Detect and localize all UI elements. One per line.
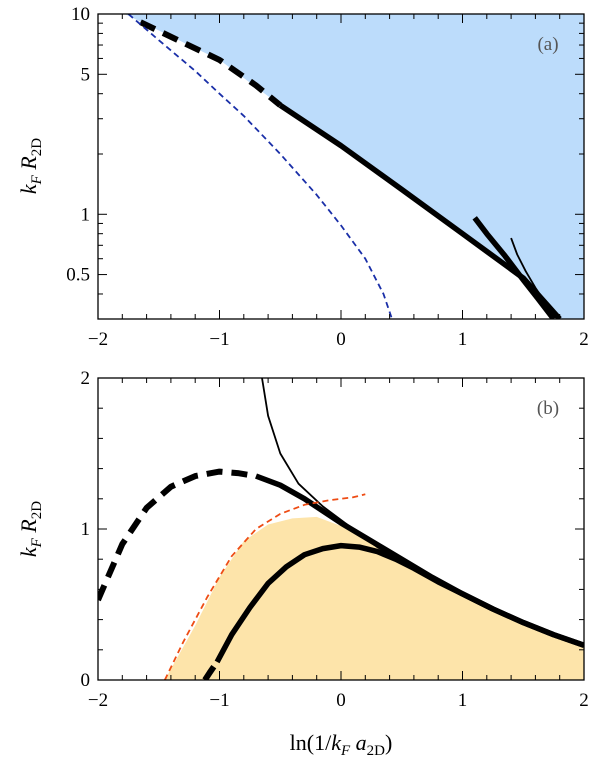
panel-b-shaded-region xyxy=(164,516,584,680)
panel-a-series-thick-dashed-0 xyxy=(139,19,283,108)
panel-a-series-blue-dashed-4 xyxy=(127,14,393,319)
panel-a-ticks: −2 −1 0 1 2 0.5 1 5 10 xyxy=(66,4,589,350)
panel-b-x-tick-label: 1 xyxy=(458,690,468,711)
panel-a-y-axis-label: kF R2D xyxy=(16,138,45,194)
panel-a-x-tick-label: −2 xyxy=(88,329,108,350)
panel-a-x-tick-label: 1 xyxy=(458,329,468,350)
panel-b-x-tick-label: 2 xyxy=(579,690,589,711)
panel-b-y-tick-label: 1 xyxy=(81,519,91,540)
panel-a-label: (a) xyxy=(537,34,558,55)
panel-b-series-layer xyxy=(98,378,584,680)
panel-b-y-tick-label: 2 xyxy=(81,368,91,389)
panel-a-y-tick-label: 10 xyxy=(71,4,90,25)
panel-b-y-tick-label: 0 xyxy=(81,670,91,691)
panel-b-series-thick-dashed-0 xyxy=(98,468,257,602)
panel-a-x-tick-label: −1 xyxy=(209,329,229,350)
panel-b-series-orange-dashed-3 xyxy=(163,493,366,680)
panel-b-x-tick-label: −1 xyxy=(209,690,229,711)
panel-a-x-tick-label: 2 xyxy=(579,329,589,350)
x-axis-label: ln(1/kF a2D) xyxy=(290,730,393,759)
panel-a-series-thin-solid-3 xyxy=(510,237,561,319)
panel-b: −2 −1 0 1 2 0 1 2 (b) kF R2D ln(1/kF a2D) xyxy=(16,368,589,759)
panel-a-series-thick-solid-2 xyxy=(472,216,556,319)
panel-a-series-layer xyxy=(127,14,562,319)
panel-b-frame xyxy=(97,377,585,681)
panel-a-region-layer xyxy=(124,14,584,319)
panel-a: −2 −1 0 1 2 0.5 1 5 10 (a) kF R2D xyxy=(16,4,589,350)
panel-a-frame xyxy=(97,13,585,320)
panel-a-shaded-region xyxy=(124,14,584,319)
panel-b-y-axis-label: kF R2D xyxy=(16,501,45,557)
panel-a-x-tick-label: 0 xyxy=(336,329,346,350)
panel-a-y-tick-label: 5 xyxy=(81,64,91,85)
panel-b-series-thick-solid-5 xyxy=(214,542,584,664)
panel-b-series-thick-dashed-4 xyxy=(202,660,220,680)
panel-b-region-layer xyxy=(164,516,584,680)
panel-a-y-tick-label: 0.5 xyxy=(66,265,90,286)
panel-b-label: (b) xyxy=(537,398,559,419)
panel-b-x-tick-label: 0 xyxy=(336,690,346,711)
panel-b-x-tick-label: −2 xyxy=(88,690,108,711)
panel-a-y-tick-label: 1 xyxy=(81,204,91,225)
